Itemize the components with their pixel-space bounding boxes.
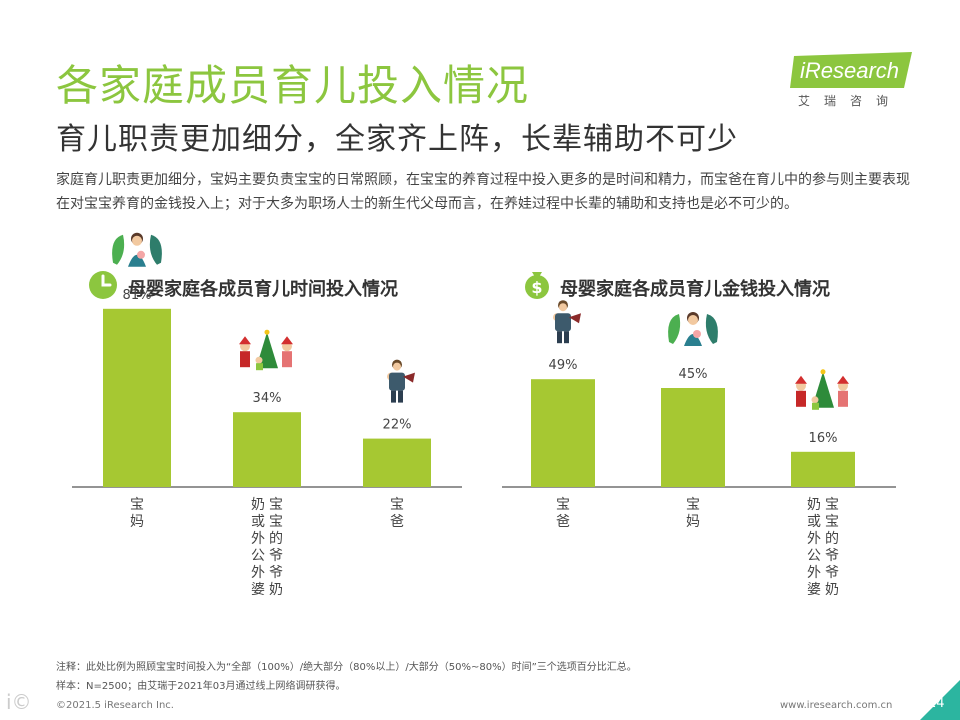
logo-brand-text: iResearch bbox=[800, 58, 900, 83]
category-label: 奶 bbox=[269, 582, 283, 598]
time-chart-title: 母婴家庭各成员育儿时间投入情况 bbox=[128, 279, 398, 300]
data-label: 22% bbox=[383, 418, 412, 433]
category-label: 爷 bbox=[825, 548, 839, 564]
logo-sub-text: 艾瑞咨询 bbox=[798, 94, 903, 108]
category-label: 宝 bbox=[269, 497, 283, 513]
category-label: 奶 bbox=[825, 582, 839, 598]
data-label: 45% bbox=[679, 367, 708, 382]
copyright-text: ©2021.5 iResearch Inc. bbox=[56, 700, 174, 711]
category-label: 婆 bbox=[251, 582, 265, 598]
category-label: 外 bbox=[807, 531, 821, 547]
bar bbox=[661, 388, 725, 487]
category-label: 婆 bbox=[807, 582, 821, 598]
category-label: 宝 bbox=[825, 514, 839, 530]
sample-note: 样本：N=2500；由艾瑞于2021年03月通过线上网络调研获得。 bbox=[56, 681, 346, 692]
category-label: 宝 bbox=[130, 497, 144, 513]
bar bbox=[791, 451, 855, 487]
page-title: 各家庭成员育儿投入情况 bbox=[56, 61, 530, 110]
data-label: 49% bbox=[549, 358, 578, 373]
category-label: 爷 bbox=[269, 548, 283, 564]
category-label: 奶 bbox=[251, 497, 265, 513]
category-label: 宝 bbox=[825, 497, 839, 513]
category-label: 外 bbox=[251, 531, 265, 547]
family-member-illustration bbox=[668, 312, 718, 346]
category-label: 妈 bbox=[130, 514, 144, 530]
category-label: 的 bbox=[269, 531, 283, 547]
page-number: 14 bbox=[928, 696, 945, 711]
svg-text:$: $ bbox=[531, 278, 542, 297]
category-label: 爷 bbox=[825, 565, 839, 581]
category-label: 奶 bbox=[807, 497, 821, 513]
iresearch-logo: iResearch 艾瑞咨询 bbox=[790, 52, 915, 112]
category-label: 爸 bbox=[556, 514, 570, 530]
family-member-illustration bbox=[112, 232, 162, 267]
family-member-illustration bbox=[553, 300, 581, 344]
category-label: 宝 bbox=[390, 497, 404, 513]
page-subtitle: 育儿职责更加细分，全家齐上阵，长辈辅助不可少 bbox=[56, 122, 738, 157]
family-member-illustration bbox=[387, 359, 415, 403]
category-label: 爸 bbox=[390, 514, 404, 530]
money-chart-title: 母婴家庭各成员育儿金钱投入情况 bbox=[560, 279, 830, 300]
category-label: 或 bbox=[251, 514, 265, 530]
data-label: 81% bbox=[123, 288, 152, 303]
bar bbox=[103, 308, 171, 487]
category-label: 妈 bbox=[686, 514, 700, 530]
bar bbox=[233, 412, 301, 487]
bar bbox=[363, 438, 431, 487]
logo-banner-shape bbox=[790, 52, 912, 88]
category-label: 外 bbox=[807, 565, 821, 581]
category-label: 宝 bbox=[269, 514, 283, 530]
category-label: 公 bbox=[807, 548, 821, 564]
family-member-illustration bbox=[239, 329, 293, 371]
category-label: 或 bbox=[807, 514, 821, 530]
data-label: 34% bbox=[253, 391, 282, 406]
intro-paragraph: 家庭育儿职责更加细分，宝妈主要负责宝宝的日常照顾，在宝宝的养育过程中投入更多的是… bbox=[56, 172, 910, 212]
bar bbox=[531, 379, 595, 487]
money-bag-icon: $ bbox=[525, 272, 549, 299]
category-label: 的 bbox=[825, 531, 839, 547]
website-url: www.iresearch.com.cn bbox=[780, 700, 893, 711]
category-label: 公 bbox=[251, 548, 265, 564]
category-label: 外 bbox=[251, 565, 265, 581]
category-label: 宝 bbox=[556, 497, 570, 513]
data-label: 16% bbox=[809, 431, 838, 446]
category-label: 宝 bbox=[686, 497, 700, 513]
clock-icon bbox=[89, 271, 117, 299]
page-corner-shape bbox=[920, 680, 960, 720]
chart-note: 注释：此处比例为照顾宝宝时间投入为“全部（100%）/绝大部分（80%以上）/大… bbox=[56, 662, 637, 673]
category-label: 爷 bbox=[269, 565, 283, 581]
family-member-illustration bbox=[795, 369, 849, 410]
watermark-logo: i© bbox=[6, 690, 32, 714]
